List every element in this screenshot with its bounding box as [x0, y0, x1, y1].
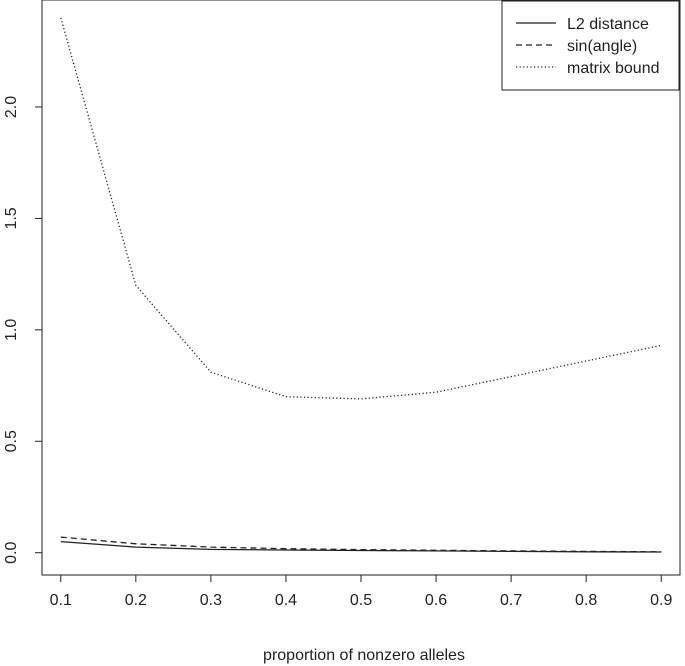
x-tick-label: 0.3 — [200, 592, 222, 609]
y-tick-label: 1.0 — [3, 319, 20, 341]
series-layer — [60, 17, 662, 553]
legend-label: matrix bound — [567, 60, 660, 77]
y-tick-label: 0.5 — [3, 430, 20, 452]
legend: L2 distance sin(angle) matrix bound — [501, 0, 680, 91]
legend-label: sin(angle) — [567, 38, 637, 55]
series-line-2 — [60, 536, 662, 553]
x-tick-label: 0.9 — [650, 592, 672, 609]
x-tick-label: 0.7 — [500, 592, 522, 609]
x-tick-label: 0.1 — [50, 592, 72, 609]
x-tick-label: 0.5 — [350, 592, 372, 609]
y-tick-label: 2.0 — [3, 96, 20, 118]
series-line-1 — [60, 540, 662, 553]
y-axis: 0.0 0.5 1.0 1.5 2.0 — [3, 96, 42, 564]
legend-label: L2 distance — [567, 16, 649, 33]
y-tick-label: 1.5 — [3, 207, 20, 229]
x-axis-title: proportion of nonzero alleles — [263, 647, 465, 664]
x-tick-label: 0.2 — [125, 592, 147, 609]
x-tick-label: 0.8 — [575, 592, 597, 609]
series-line-3 — [60, 17, 662, 400]
x-axis: 0.1 0.2 0.3 0.4 0.5 0.6 0.7 0.8 0.9 — [50, 575, 672, 609]
y-tick-label: 0.0 — [3, 541, 20, 563]
x-tick-label: 0.6 — [425, 592, 447, 609]
x-tick-label: 0.4 — [275, 592, 297, 609]
